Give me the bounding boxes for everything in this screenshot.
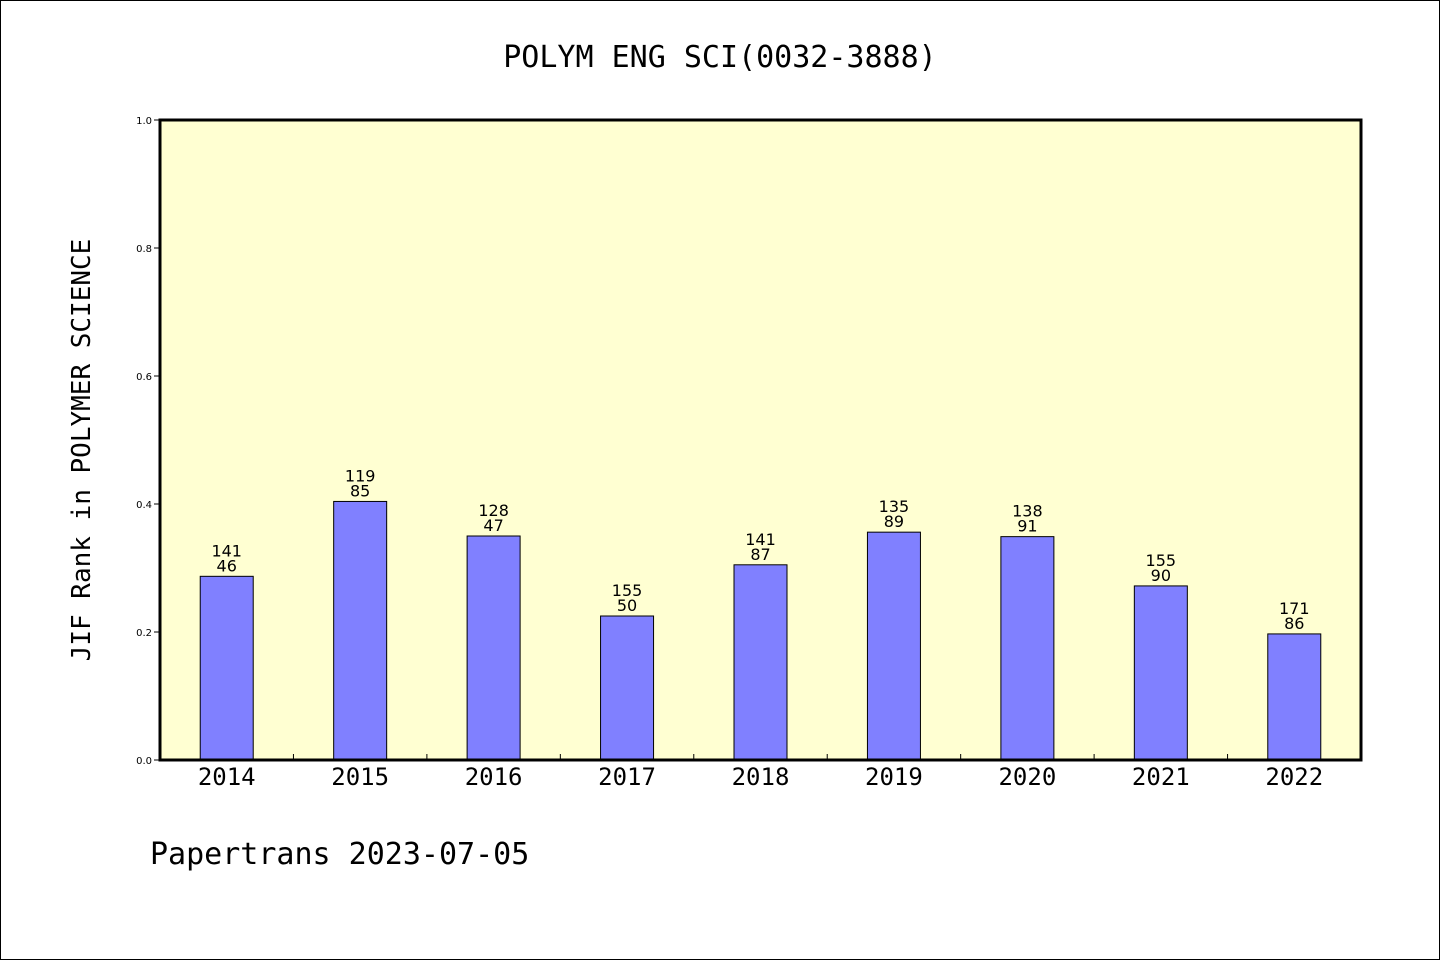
x-tick-label: 2014 — [198, 763, 256, 791]
bar-2022 — [1267, 633, 1322, 761]
data-label-rank: 89 — [884, 512, 904, 531]
bar-2015 — [333, 500, 388, 761]
bar-2018 — [733, 564, 788, 761]
bar-2017 — [600, 615, 655, 761]
plot-border — [158, 118, 1363, 762]
data-label-rank: 50 — [617, 596, 637, 615]
data-label-total: 135 — [879, 497, 910, 516]
y-tick-label: 1.0 — [136, 116, 152, 127]
bar-2021 — [1133, 585, 1188, 761]
y-axis-ticks: 0.0 0.2 0.4 0.6 0.8 1.0 — [136, 116, 160, 767]
bar-2016 — [466, 535, 521, 761]
y-tick-label: 0.2 — [136, 628, 152, 639]
data-label-total: 155 — [612, 581, 643, 600]
bars-group — [199, 500, 1322, 761]
data-label-rank: 46 — [217, 556, 237, 575]
chart-title: POLYM ENG SCI(0032-3888) — [503, 40, 936, 75]
y-axis-label: JIF Rank in POLYMER SCIENCE — [67, 239, 97, 662]
x-axis-ticks: 2014 2015 2016 2017 2018 2019 2020 2021 2022 — [198, 754, 1323, 791]
x-tick-label: 2018 — [732, 763, 790, 791]
x-tick-label: 2015 — [331, 763, 389, 791]
data-label-rank: 90 — [1151, 566, 1171, 585]
data-label-total: 119 — [345, 466, 376, 485]
data-label-rank: 86 — [1284, 614, 1304, 633]
data-label-rank: 47 — [483, 516, 503, 535]
data-label-total: 138 — [1012, 502, 1043, 521]
data-label-total: 141 — [211, 541, 242, 560]
x-tick-label: 2016 — [465, 763, 523, 791]
x-tick-label: 2021 — [1132, 763, 1190, 791]
x-tick-label: 2019 — [865, 763, 923, 791]
data-label-rank: 87 — [750, 545, 770, 564]
y-tick-label: 0.8 — [136, 244, 152, 255]
x-tick-label: 2022 — [1265, 763, 1323, 791]
data-labels-group: 1414611985128471555014187135891389115590… — [211, 466, 1309, 632]
data-label-total: 155 — [1146, 551, 1177, 570]
data-label-rank: 85 — [350, 481, 370, 500]
data-label-total: 171 — [1279, 599, 1310, 618]
data-label-rank: 91 — [1017, 517, 1037, 536]
data-label-total: 141 — [745, 530, 776, 549]
bar-2020 — [1000, 536, 1055, 761]
bar-2014 — [199, 575, 254, 761]
x-tick-label: 2020 — [998, 763, 1056, 791]
y-tick-label: 0.0 — [136, 756, 152, 767]
footer-credit: Papertrans 2023-07-05 — [150, 837, 529, 872]
y-tick-label: 0.6 — [136, 372, 152, 383]
bar-2019 — [866, 531, 921, 761]
data-label-total: 128 — [478, 501, 509, 520]
y-tick-label: 0.4 — [136, 500, 152, 511]
x-tick-label: 2017 — [598, 763, 656, 791]
